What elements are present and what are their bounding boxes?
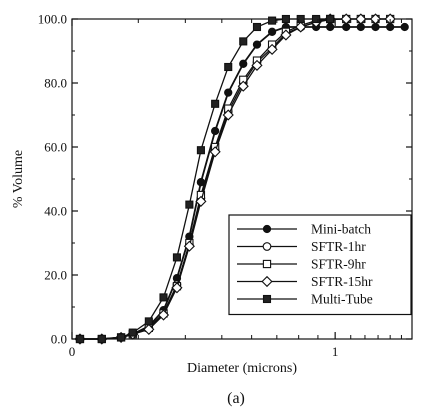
- data-point: [185, 200, 194, 209]
- data-point: [143, 323, 155, 335]
- data-point: [211, 99, 220, 108]
- data-point: [340, 13, 352, 25]
- data-point: [267, 27, 277, 36]
- y-tick-label: 100.0: [38, 12, 67, 27]
- legend-label: Mini-batch: [311, 222, 371, 237]
- legend: Mini-batch SFTR-1hr SFTR-9hr SFTR-15hr Multi…: [228, 214, 412, 316]
- ticks-layer: 0.0 20.0 40.0 60.0 80.0 100.0 0 1: [38, 12, 412, 359]
- legend-item: SFTR-1hr: [237, 239, 366, 254]
- data-point: [183, 240, 195, 252]
- legend-label: Multi-Tube: [311, 292, 373, 307]
- y-axis-label: % Volume: [11, 150, 26, 208]
- legend-label: SFTR-9hr: [311, 257, 366, 272]
- y-tick-label: 80.0: [44, 76, 67, 91]
- legend-marker: [262, 242, 272, 251]
- data-point: [171, 282, 183, 294]
- legend-marker: [262, 259, 272, 269]
- data-point: [326, 14, 335, 24]
- data-point: [252, 22, 262, 32]
- x-tick-label: 0: [69, 344, 76, 359]
- data-point: [312, 14, 321, 24]
- data-point: [224, 62, 233, 72]
- figure-caption: (a): [227, 390, 245, 407]
- data-point: [280, 29, 292, 41]
- data-point: [159, 293, 168, 302]
- legend-item: Mini-batch: [237, 222, 371, 237]
- data-point: [128, 328, 137, 337]
- data-point: [117, 333, 126, 342]
- legend-item: SFTR-15hr: [237, 274, 373, 289]
- y-tick-label: 60.0: [44, 140, 67, 155]
- data-point: [355, 13, 367, 25]
- data-point: [266, 43, 278, 55]
- legend-label: SFTR-1hr: [311, 239, 366, 254]
- data-point: [172, 253, 181, 262]
- legend-marker: [262, 224, 272, 234]
- data-point: [237, 80, 249, 92]
- data-point: [400, 22, 409, 32]
- x-tick-label: 1: [332, 344, 339, 359]
- y-tick-label: 40.0: [44, 204, 67, 219]
- data-point: [295, 21, 307, 33]
- y-tick-label: 0.0: [51, 332, 67, 347]
- series-line: [80, 18, 391, 340]
- data-point: [209, 146, 221, 158]
- y-tick-label: 20.0: [44, 268, 67, 283]
- data-point: [222, 109, 234, 121]
- legend-marker: [261, 275, 273, 288]
- data-point: [195, 195, 207, 207]
- legend-box: [228, 214, 412, 316]
- data-point: [268, 16, 277, 25]
- legend-label: SFTR-15hr: [311, 274, 373, 289]
- data-point: [196, 146, 205, 155]
- data-point: [144, 317, 153, 326]
- data-point: [239, 59, 248, 68]
- x-axis-label: Diameter (microns): [187, 361, 297, 376]
- data-point: [224, 88, 233, 97]
- legend-marker: [262, 294, 272, 304]
- data-point: [281, 14, 290, 24]
- data-point: [97, 334, 106, 344]
- data-point: [210, 126, 220, 136]
- legend-item: SFTR-9hr: [237, 257, 366, 272]
- legend-item: Multi-Tube: [237, 292, 373, 307]
- data-point: [239, 37, 248, 46]
- data-point: [296, 14, 305, 24]
- data-point: [251, 59, 263, 71]
- data-point: [252, 40, 262, 49]
- series-multi-tube: [75, 14, 335, 344]
- data-point: [369, 13, 382, 25]
- data-point: [157, 309, 170, 321]
